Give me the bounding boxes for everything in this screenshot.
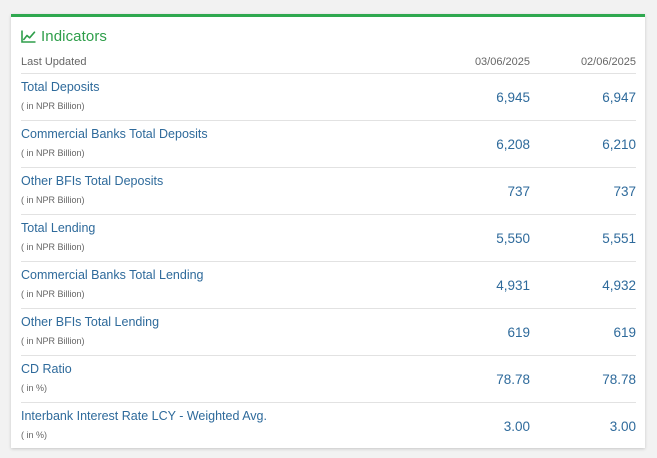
indicator-unit: ( in NPR Billion) (21, 148, 85, 158)
indicator-link[interactable]: Total Lending (21, 221, 96, 235)
indicator-row: Total Lending ( in NPR Billion) 5,550 5,… (21, 215, 636, 262)
indicator-value-current: 3.00 (503, 419, 530, 434)
indicator-value-current: 4,931 (496, 278, 530, 293)
indicator-row: Commercial Banks Total Deposits ( in NPR… (21, 121, 636, 168)
indicator-value-current: 6,208 (496, 137, 530, 152)
indicator-value-current: 619 (507, 325, 530, 340)
indicator-unit: ( in NPR Billion) (21, 289, 85, 299)
indicator-value-current: 737 (507, 184, 530, 199)
indicator-row: Other BFIs Total Deposits ( in NPR Billi… (21, 168, 636, 215)
card-header: Indicators (21, 25, 107, 47)
indicator-link[interactable]: Other BFIs Total Deposits (21, 174, 164, 188)
card-title: Indicators (41, 27, 108, 45)
column-header-row: Last Updated 03/06/2025 02/06/2025 (21, 51, 636, 74)
indicator-unit: ( in %) (21, 430, 48, 440)
indicator-link[interactable]: Commercial Banks Total Deposits (21, 127, 208, 141)
indicator-row: Other BFIs Total Lending ( in NPR Billio… (21, 309, 636, 356)
indicator-value-current: 6,945 (496, 90, 530, 105)
indicator-link[interactable]: Interbank Interest Rate LCY - Weighted A… (21, 409, 267, 423)
indicator-link[interactable]: CD Ratio (21, 362, 72, 376)
indicators-card: Indicators Last Updated 03/06/2025 02/06… (11, 14, 645, 448)
indicator-value-previous: 5,551 (602, 231, 636, 246)
indicator-unit: ( in NPR Billion) (21, 195, 85, 205)
indicator-row: Total Deposits ( in NPR Billion) 6,945 6… (21, 74, 636, 121)
indicator-value-previous: 4,932 (602, 278, 636, 293)
indicator-link[interactable]: Other BFIs Total Lending (21, 315, 160, 329)
indicator-value-previous: 6,210 (602, 137, 636, 152)
indicator-row: Interbank Interest Rate LCY - Weighted A… (21, 403, 636, 449)
indicator-value-previous: 619 (613, 325, 636, 340)
indicator-row: CD Ratio ( in %) 78.78 78.78 (21, 356, 636, 403)
indicator-unit: ( in NPR Billion) (21, 242, 85, 252)
indicator-value-previous: 737 (613, 184, 636, 199)
date-column-1: 03/06/2025 (474, 56, 530, 68)
indicator-value-previous: 6,947 (602, 90, 636, 105)
indicator-unit: ( in NPR Billion) (21, 336, 85, 346)
indicator-unit: ( in %) (21, 383, 48, 393)
line-chart-icon (21, 30, 36, 43)
indicator-value-current: 5,550 (496, 231, 530, 246)
indicator-link[interactable]: Total Deposits (21, 80, 100, 94)
last-updated-label: Last Updated (21, 56, 87, 68)
indicator-row: Commercial Banks Total Lending ( in NPR … (21, 262, 636, 309)
date-column-2: 02/06/2025 (580, 56, 636, 68)
indicator-link[interactable]: Commercial Banks Total Lending (21, 268, 204, 282)
indicator-value-current: 78.78 (496, 372, 530, 387)
indicator-unit: ( in NPR Billion) (21, 101, 85, 111)
indicator-list: Total Deposits ( in NPR Billion) 6,945 6… (21, 74, 636, 449)
indicator-value-previous: 3.00 (609, 419, 636, 434)
indicator-value-previous: 78.78 (602, 372, 636, 387)
